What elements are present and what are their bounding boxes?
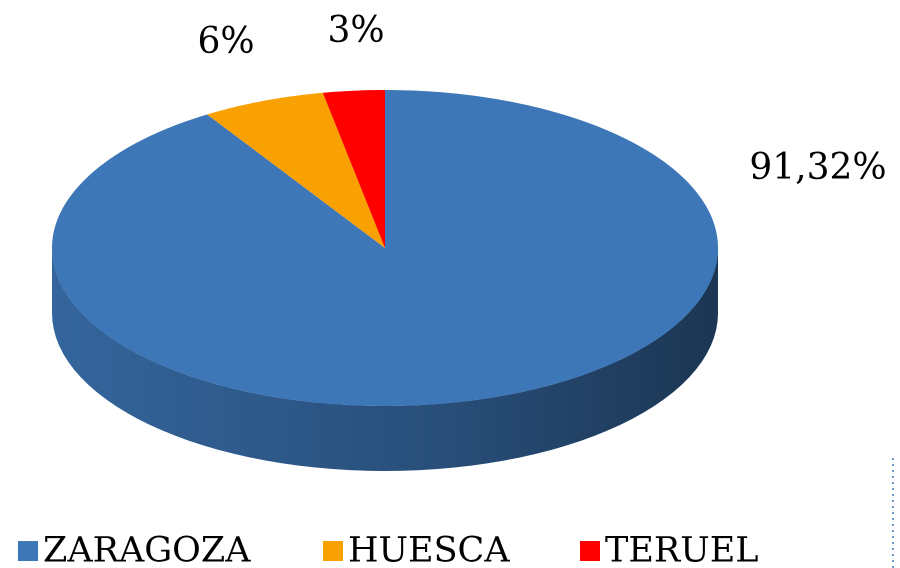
legend-swatch xyxy=(580,541,600,561)
data-label: 91,32% xyxy=(749,147,886,188)
pie-slice xyxy=(52,90,718,406)
legend-swatch xyxy=(18,541,38,561)
legend-label: HUESCA xyxy=(348,531,510,568)
data-label: 6% xyxy=(197,21,254,62)
pie-side-shade xyxy=(52,248,718,471)
pie-slice xyxy=(322,90,385,248)
legend-label: TERUEL xyxy=(605,531,759,568)
data-label: 3% xyxy=(327,10,384,51)
legend-swatch xyxy=(323,541,343,561)
legend-label: ZARAGOZA xyxy=(43,531,251,568)
pie-slice xyxy=(207,92,385,248)
